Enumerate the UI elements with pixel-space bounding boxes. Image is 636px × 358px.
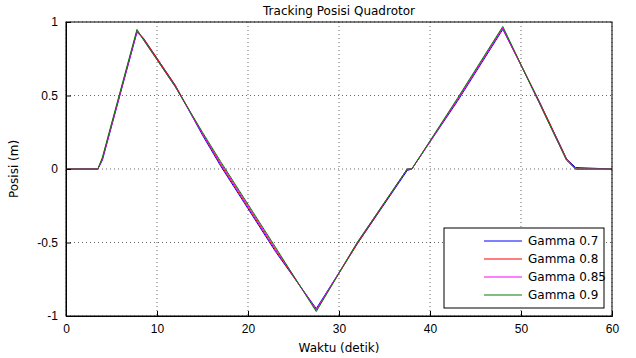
series-line	[66, 28, 612, 310]
y-axis-title: Posisi (m)	[7, 140, 21, 198]
x-axis: 0 10 20 30 40 50 60	[63, 311, 619, 336]
tick-label: -1	[47, 309, 58, 323]
tick: 0	[51, 162, 71, 176]
tick-label: -0.5	[37, 236, 58, 250]
grid-line-y	[66, 169, 612, 170]
legend: Gamma 0.7 Gamma 0.8 Gamma 0.85 Gamma 0.9	[444, 228, 606, 308]
tick-mark	[66, 243, 71, 244]
tick-mark	[612, 311, 613, 316]
axis-line	[67, 23, 72, 317]
tick-label: 30	[333, 322, 347, 336]
tick-label: 0.5	[41, 89, 58, 103]
legend-swatch	[484, 276, 522, 277]
tick-mark	[248, 311, 249, 316]
tick-label: 1	[51, 15, 58, 29]
plot-background	[66, 22, 612, 316]
tick-mark	[339, 311, 340, 316]
tick: 1	[51, 15, 71, 29]
grid	[66, 22, 612, 316]
tick-label: 0	[63, 322, 70, 336]
title: Tracking Posisi Quadrotor	[262, 4, 415, 18]
tick-label: 20	[242, 322, 256, 336]
tick-label: 10	[151, 322, 165, 336]
tick-mark	[157, 311, 158, 316]
grid-line-x	[248, 22, 249, 316]
tick-mark	[430, 311, 431, 316]
series-line	[66, 26, 612, 311]
legend-label: Gamma 0.85	[528, 270, 606, 284]
x-axis-title: Waktu (detik)	[299, 341, 380, 355]
tick-mark	[66, 316, 71, 317]
plot-area: 0102030405060-1-0.500.51Gamma 0.7Gamma 0…	[37, 15, 619, 335]
tick-label: 50	[515, 322, 529, 336]
tick-label: 40	[424, 322, 438, 336]
tick: -0.5	[37, 236, 71, 250]
series-line	[66, 28, 612, 310]
series-line	[66, 29, 612, 308]
tick: 60	[606, 311, 620, 336]
legend-label: Gamma 0.7	[528, 234, 598, 248]
tick: 10	[151, 311, 165, 336]
tick-mark	[521, 311, 522, 316]
tick: 40	[424, 311, 438, 336]
tick-label: 0	[51, 162, 58, 176]
legend-swatch	[484, 258, 522, 259]
grid-line-x	[157, 22, 158, 316]
tick: 20	[242, 311, 256, 336]
tick-label: 60	[606, 322, 620, 336]
legend-box	[444, 228, 604, 308]
tick: -1	[47, 309, 71, 323]
tick-mark	[66, 22, 71, 23]
grid-line-y	[66, 95, 612, 96]
legend-label: Gamma 0.9	[528, 288, 598, 302]
plot-frame	[66, 22, 612, 316]
tick: 0.5	[41, 89, 71, 103]
legend-label: Gamma 0.8	[528, 252, 598, 266]
axis-line	[67, 311, 613, 317]
series-group	[66, 26, 612, 311]
y-axis: -1 -0.5 0 0.5 1	[37, 15, 71, 323]
tick-mark	[66, 96, 71, 97]
tick-mark	[66, 169, 71, 170]
chart: 0102030405060-1-0.500.51Gamma 0.7Gamma 0…	[0, 0, 636, 358]
legend-swatch	[484, 294, 522, 295]
legend-swatch	[484, 240, 522, 241]
tick: 30	[333, 311, 347, 336]
tick: 50	[515, 311, 529, 336]
